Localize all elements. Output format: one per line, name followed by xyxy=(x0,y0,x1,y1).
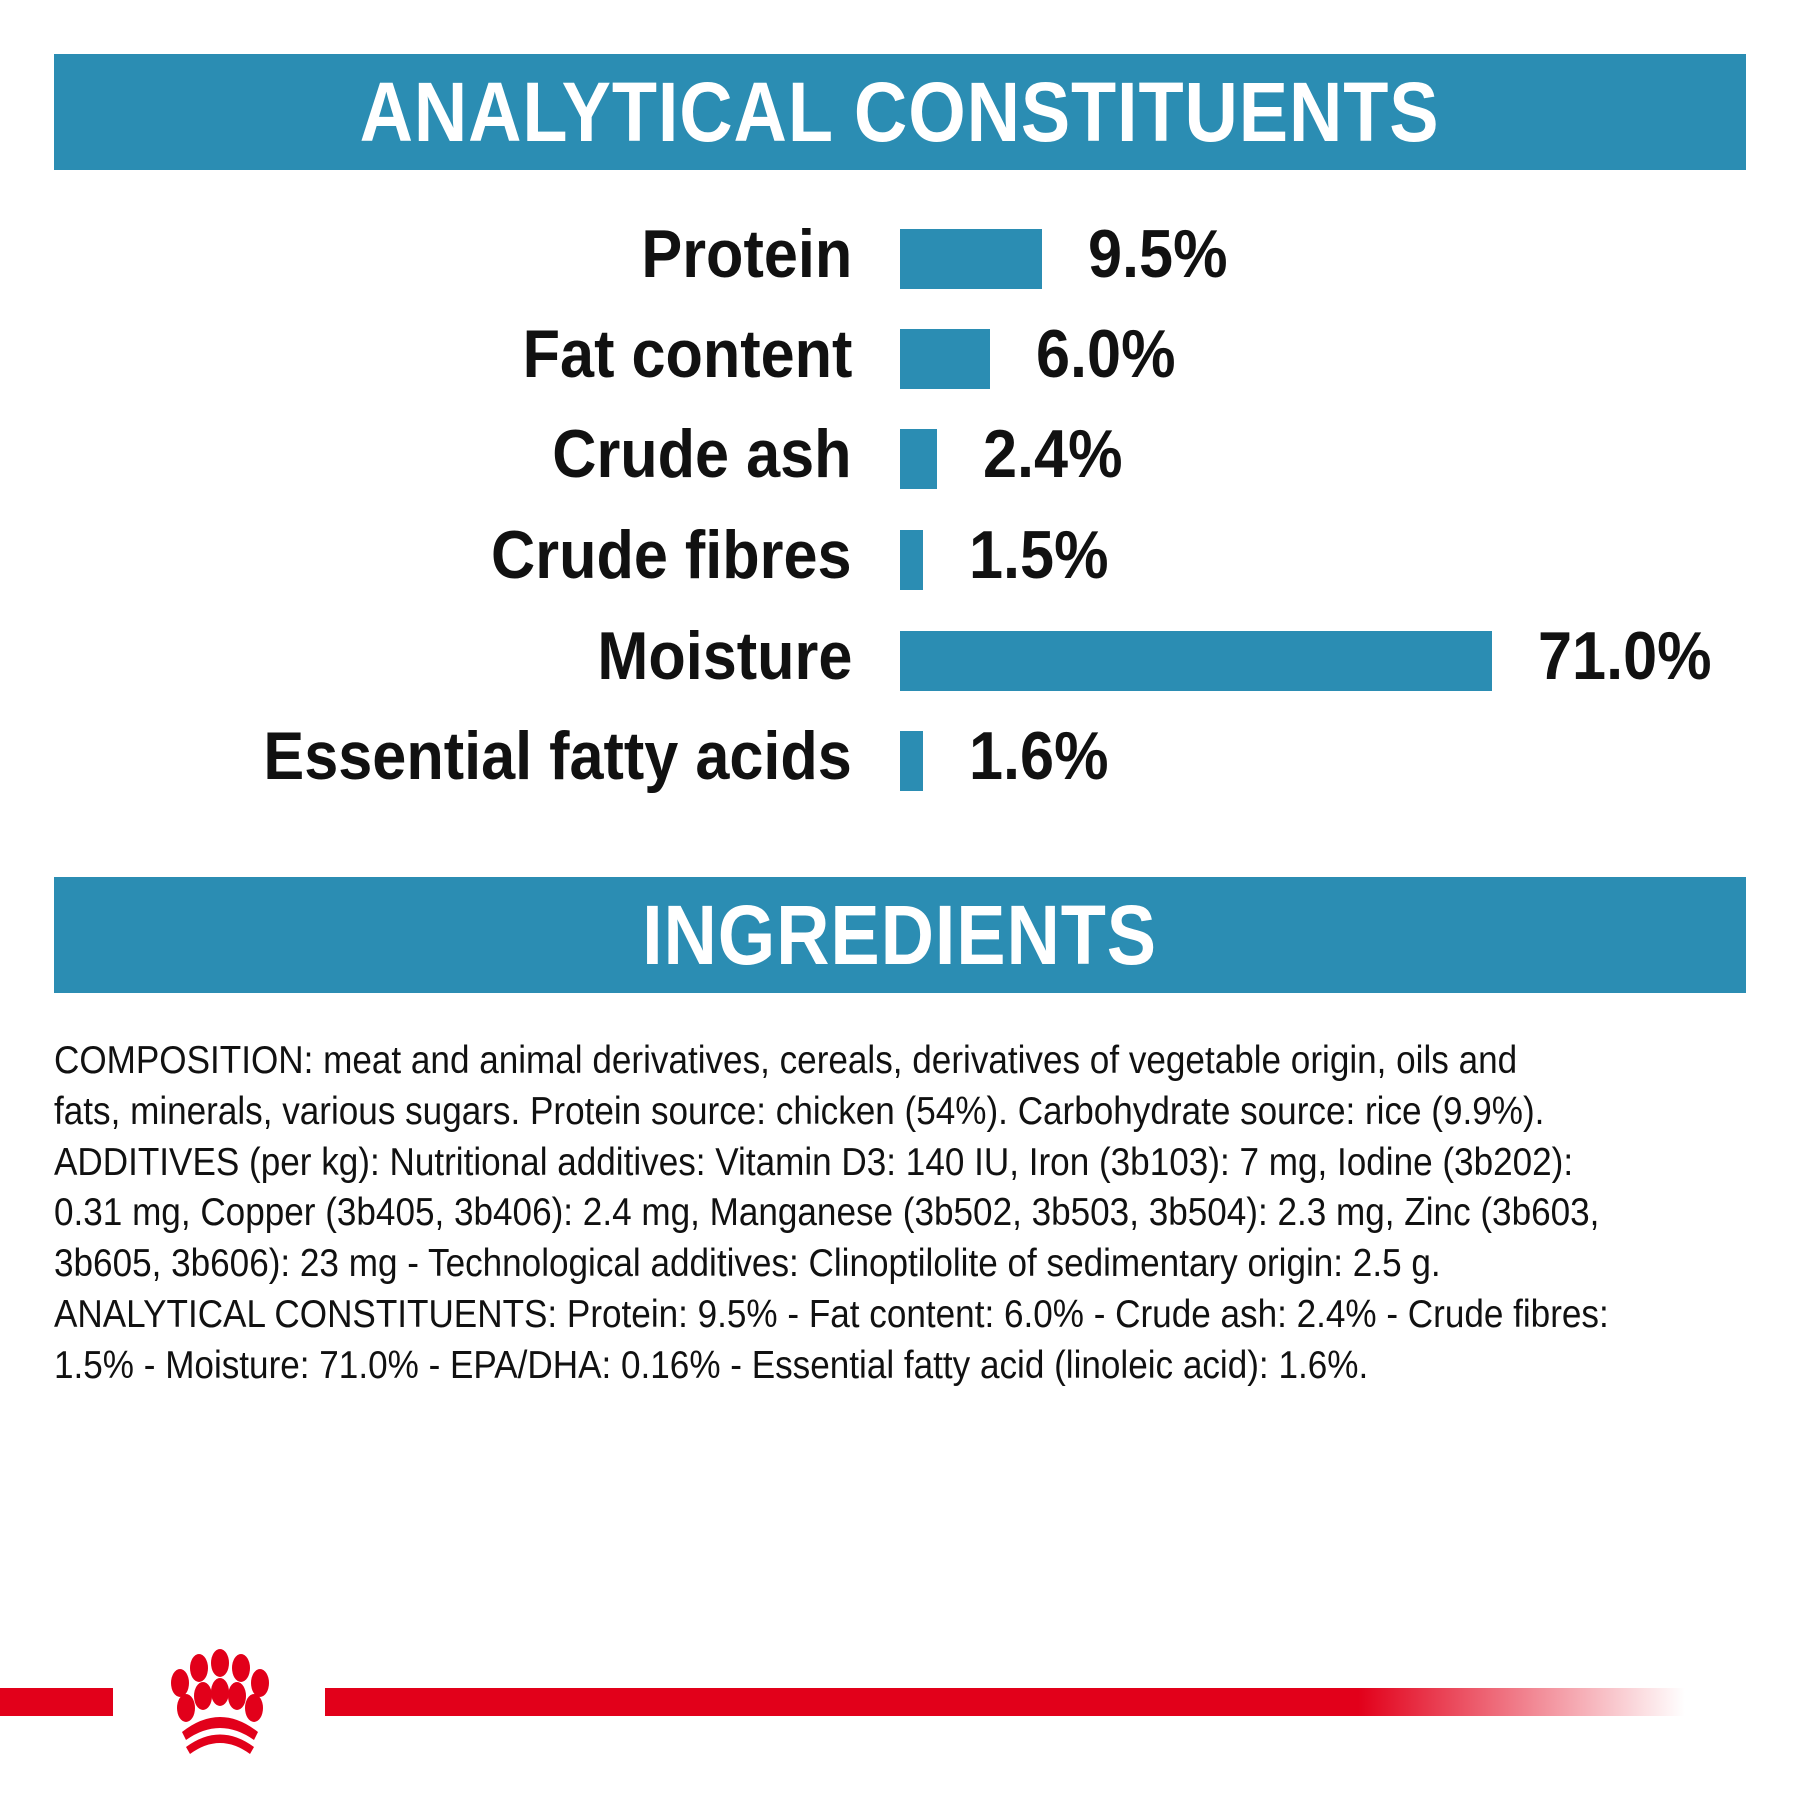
brand-stripe-left xyxy=(0,1688,113,1716)
constituent-row: Protein 9.5% xyxy=(0,216,1800,292)
constituent-bar xyxy=(900,631,1492,691)
constituent-value: 2.4% xyxy=(983,416,1123,492)
brand-stripe-right xyxy=(325,1688,1685,1716)
constituent-label: Fat content xyxy=(522,316,852,392)
constituent-bar xyxy=(900,429,937,489)
ingredients-text: COMPOSITION: meat and animal derivatives… xyxy=(54,1036,1754,1392)
constituent-bar xyxy=(900,329,990,389)
analytical-constituents-title: ANALYTICAL CONSTITUENTS xyxy=(360,64,1440,159)
ingredients-line: ANALYTICAL CONSTITUENTS: Protein: 9.5% -… xyxy=(54,1292,1609,1336)
constituent-row: Fat content 6.0% xyxy=(0,316,1800,392)
analytical-constituents-header: ANALYTICAL CONSTITUENTS xyxy=(54,54,1746,170)
ingredients-line: 1.5% - Moisture: 71.0% - EPA/DHA: 0.16% … xyxy=(54,1343,1369,1387)
constituent-bar xyxy=(900,530,923,590)
constituent-label: Essential fatty acids xyxy=(263,718,852,794)
constituent-label: Moisture xyxy=(596,618,852,694)
constituent-bar xyxy=(900,731,923,791)
constituent-label: Protein xyxy=(641,216,852,292)
constituent-value: 1.5% xyxy=(969,517,1109,593)
ingredients-header: INGREDIENTS xyxy=(54,877,1746,993)
royal-canin-crown-logo-icon xyxy=(171,1649,269,1754)
ingredients-line: COMPOSITION: meat and animal derivatives… xyxy=(54,1039,1518,1082)
constituent-value: 6.0% xyxy=(1036,316,1176,392)
ingredients-line: 0.31 mg, Copper (3b405, 3b406): 2.4 mg, … xyxy=(54,1191,1600,1235)
constituent-value: 1.6% xyxy=(969,718,1109,794)
ingredients-line: ADDITIVES (per kg): Nutritional additive… xyxy=(54,1140,1574,1184)
ingredients-title: INGREDIENTS xyxy=(642,887,1158,982)
constituent-row: Essential fatty acids 1.6% xyxy=(0,718,1800,794)
constituent-value: 9.5% xyxy=(1088,216,1228,292)
constituent-bar xyxy=(900,229,1042,289)
constituent-row: Crude fibres 1.5% xyxy=(0,517,1800,593)
constituent-row: Crude ash 2.4% xyxy=(0,416,1800,492)
constituent-value: 71.0% xyxy=(1538,618,1712,694)
constituent-label: Crude ash xyxy=(552,416,852,492)
constituent-label: Crude fibres xyxy=(491,517,852,593)
ingredients-line: 3b605, 3b606): 23 mg - Technological add… xyxy=(54,1242,1441,1286)
constituent-row: Moisture 71.0% xyxy=(0,618,1800,694)
ingredients-line: fats, minerals, various sugars. Protein … xyxy=(54,1089,1545,1133)
